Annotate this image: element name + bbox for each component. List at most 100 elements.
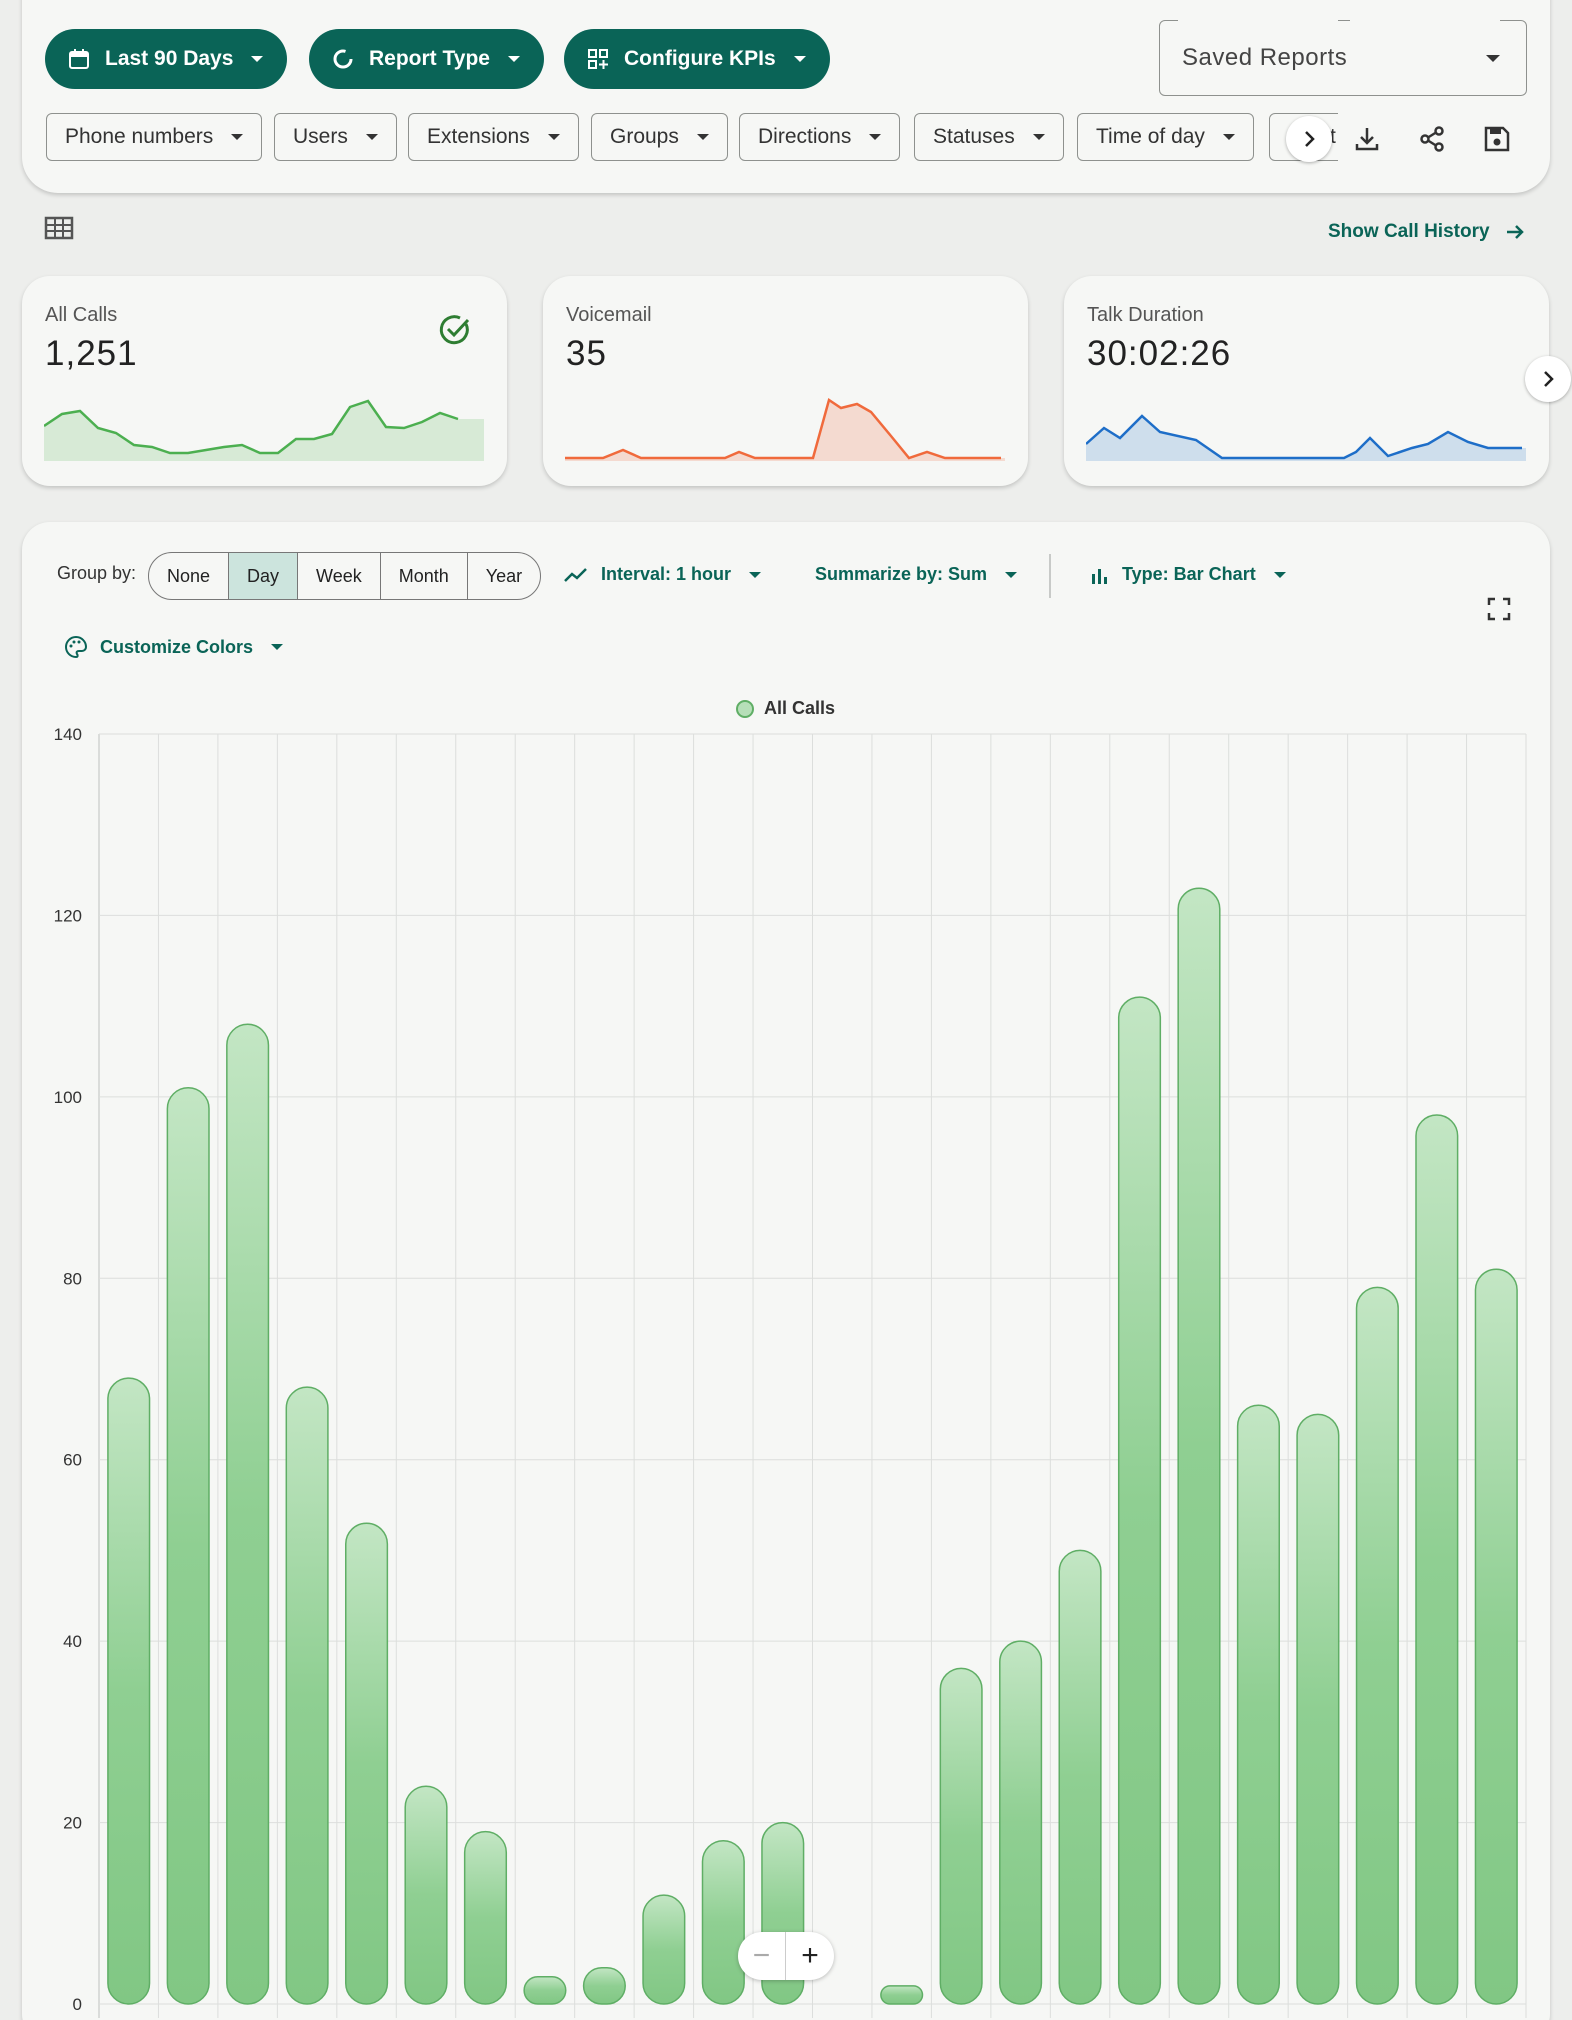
kpi-value: 30:02:26 xyxy=(1087,334,1232,373)
chevron-down-icon xyxy=(869,134,882,140)
chevron-down-icon xyxy=(793,56,806,62)
y-tick-label: 60 xyxy=(63,1451,82,1470)
chevron-down-icon xyxy=(271,644,284,650)
kpi-sparkline xyxy=(44,399,484,461)
filter-row: Phone numbers Users Extensions Groups Di… xyxy=(46,113,1338,163)
chevron-down-icon xyxy=(1486,55,1500,62)
group-option-none[interactable]: None xyxy=(149,553,230,599)
filter-phone-numbers[interactable]: Phone numbers xyxy=(46,113,263,161)
chevron-down-icon xyxy=(1222,134,1235,140)
save-icon[interactable] xyxy=(1478,120,1516,158)
filter-groups[interactable]: Groups xyxy=(591,113,728,161)
group-by-label: Group by: xyxy=(57,563,137,583)
bar xyxy=(226,1023,270,2005)
configure-kpis-label: Configure KPIs xyxy=(624,47,776,70)
trending-up-icon xyxy=(564,567,587,582)
chevron-down-icon xyxy=(1273,571,1286,578)
y-tick-label: 40 xyxy=(63,1632,82,1651)
zoom-out-button[interactable]: − xyxy=(738,1932,786,1980)
bar xyxy=(285,1386,329,2005)
table-view-icon[interactable] xyxy=(44,215,76,248)
group-option-month[interactable]: Month xyxy=(381,553,468,599)
y-tick-label: 120 xyxy=(54,906,82,925)
filter-extensions[interactable]: Extensions xyxy=(408,113,579,161)
kpi-sparkline xyxy=(1086,414,1526,461)
filter-directions[interactable]: Directions xyxy=(739,113,901,161)
kpi-scroll-right-button[interactable] xyxy=(1525,356,1571,402)
kpi-value: 35 xyxy=(566,334,607,373)
bar xyxy=(1177,887,1221,2005)
bar xyxy=(1236,1404,1280,2005)
configure-kpis-button[interactable]: Configure KPIs xyxy=(564,29,830,89)
kpi-label: Talk Duration xyxy=(1087,304,1204,326)
show-call-history-link[interactable]: Show Call History xyxy=(1328,221,1526,243)
fullscreen-icon[interactable] xyxy=(1486,596,1512,627)
y-tick-label: 20 xyxy=(63,1814,82,1833)
bar xyxy=(1117,996,1162,2005)
kpi-card-all-calls[interactable]: All Calls 1,251 xyxy=(22,276,507,486)
kpi-label: Voicemail xyxy=(566,304,652,326)
chevron-down-icon xyxy=(231,134,244,140)
chevron-down-icon xyxy=(1005,571,1018,578)
chevron-down-icon xyxy=(749,571,762,578)
palette-icon xyxy=(65,635,88,659)
chart-card: Group by: None Day Week Month Year Inter… xyxy=(22,522,1550,2020)
chevron-down-icon xyxy=(1032,134,1045,140)
date-range-label: Last 90 Days xyxy=(105,47,234,70)
bar xyxy=(642,1894,686,2005)
interval-dropdown[interactable]: Interval: 1 hour xyxy=(563,564,762,585)
chart-legend[interactable]: All Calls xyxy=(736,698,835,719)
bar xyxy=(1058,1549,1102,2005)
bar xyxy=(404,1785,448,2005)
filters-scroll-right-button[interactable] xyxy=(1286,116,1332,162)
customize-colors-dropdown[interactable]: Customize Colors xyxy=(64,635,284,659)
bar xyxy=(1296,1413,1340,2005)
chevron-right-icon xyxy=(1544,371,1554,387)
chevron-down-icon xyxy=(251,56,264,62)
chevron-down-icon xyxy=(507,56,520,62)
group-by-segmented-control: None Day Week Month Year xyxy=(148,552,542,600)
bar xyxy=(345,1522,389,2005)
bar-chart-icon xyxy=(1092,568,1107,584)
chevron-down-icon xyxy=(547,134,560,140)
kpi-label: All Calls xyxy=(45,304,118,326)
call-history-label: Show Call History xyxy=(1328,221,1490,242)
chevron-down-icon xyxy=(365,134,378,140)
y-tick-label: 100 xyxy=(54,1088,82,1107)
date-range-button[interactable]: Last 90 Days xyxy=(45,29,288,89)
group-option-year[interactable]: Year xyxy=(485,565,523,586)
saved-reports-select[interactable]: Saved Reports xyxy=(1159,19,1527,96)
saved-reports-label: Saved Reports xyxy=(1182,44,1348,71)
kpi-card-voicemail[interactable]: Voicemail 35 xyxy=(543,276,1028,486)
kpi-card-talk-duration[interactable]: Talk Duration 30:02:26 xyxy=(1064,276,1549,486)
bar xyxy=(939,1667,983,2005)
y-tick-label: 0 xyxy=(73,1995,82,2014)
dashboard-add-icon xyxy=(588,49,608,69)
filter-time-of-day[interactable]: Time of day xyxy=(1077,113,1254,161)
bar xyxy=(463,1830,508,2005)
chart-type-dropdown[interactable]: Type: Bar Chart xyxy=(1090,564,1286,585)
bar xyxy=(1355,1286,1399,2005)
bar xyxy=(107,1377,151,2005)
legend-swatch xyxy=(736,699,754,718)
share-icon[interactable] xyxy=(1413,120,1451,158)
y-tick-label: 80 xyxy=(63,1269,82,1288)
legend-label: All Calls xyxy=(764,698,836,718)
chevron-right-icon xyxy=(1305,131,1315,147)
bar xyxy=(582,1966,626,2005)
filter-users[interactable]: Users xyxy=(274,113,397,161)
filter-statuses[interactable]: Statuses xyxy=(914,113,1064,161)
download-icon[interactable] xyxy=(1348,120,1386,158)
chevron-down-icon xyxy=(696,134,709,140)
calendar-icon xyxy=(69,49,89,69)
zoom-in-button[interactable]: + xyxy=(801,1939,819,1972)
report-type-button[interactable]: Report Type xyxy=(309,29,544,89)
bar xyxy=(880,1985,924,2005)
bar xyxy=(999,1640,1043,2005)
kpi-sparkline xyxy=(565,398,1005,461)
kpi-value: 1,251 xyxy=(45,334,138,373)
group-option-day[interactable]: Day xyxy=(229,553,299,599)
summarize-dropdown[interactable]: Summarize by: Sum xyxy=(815,564,1018,585)
refresh-icon xyxy=(333,49,353,69)
group-option-week[interactable]: Week xyxy=(298,553,381,599)
